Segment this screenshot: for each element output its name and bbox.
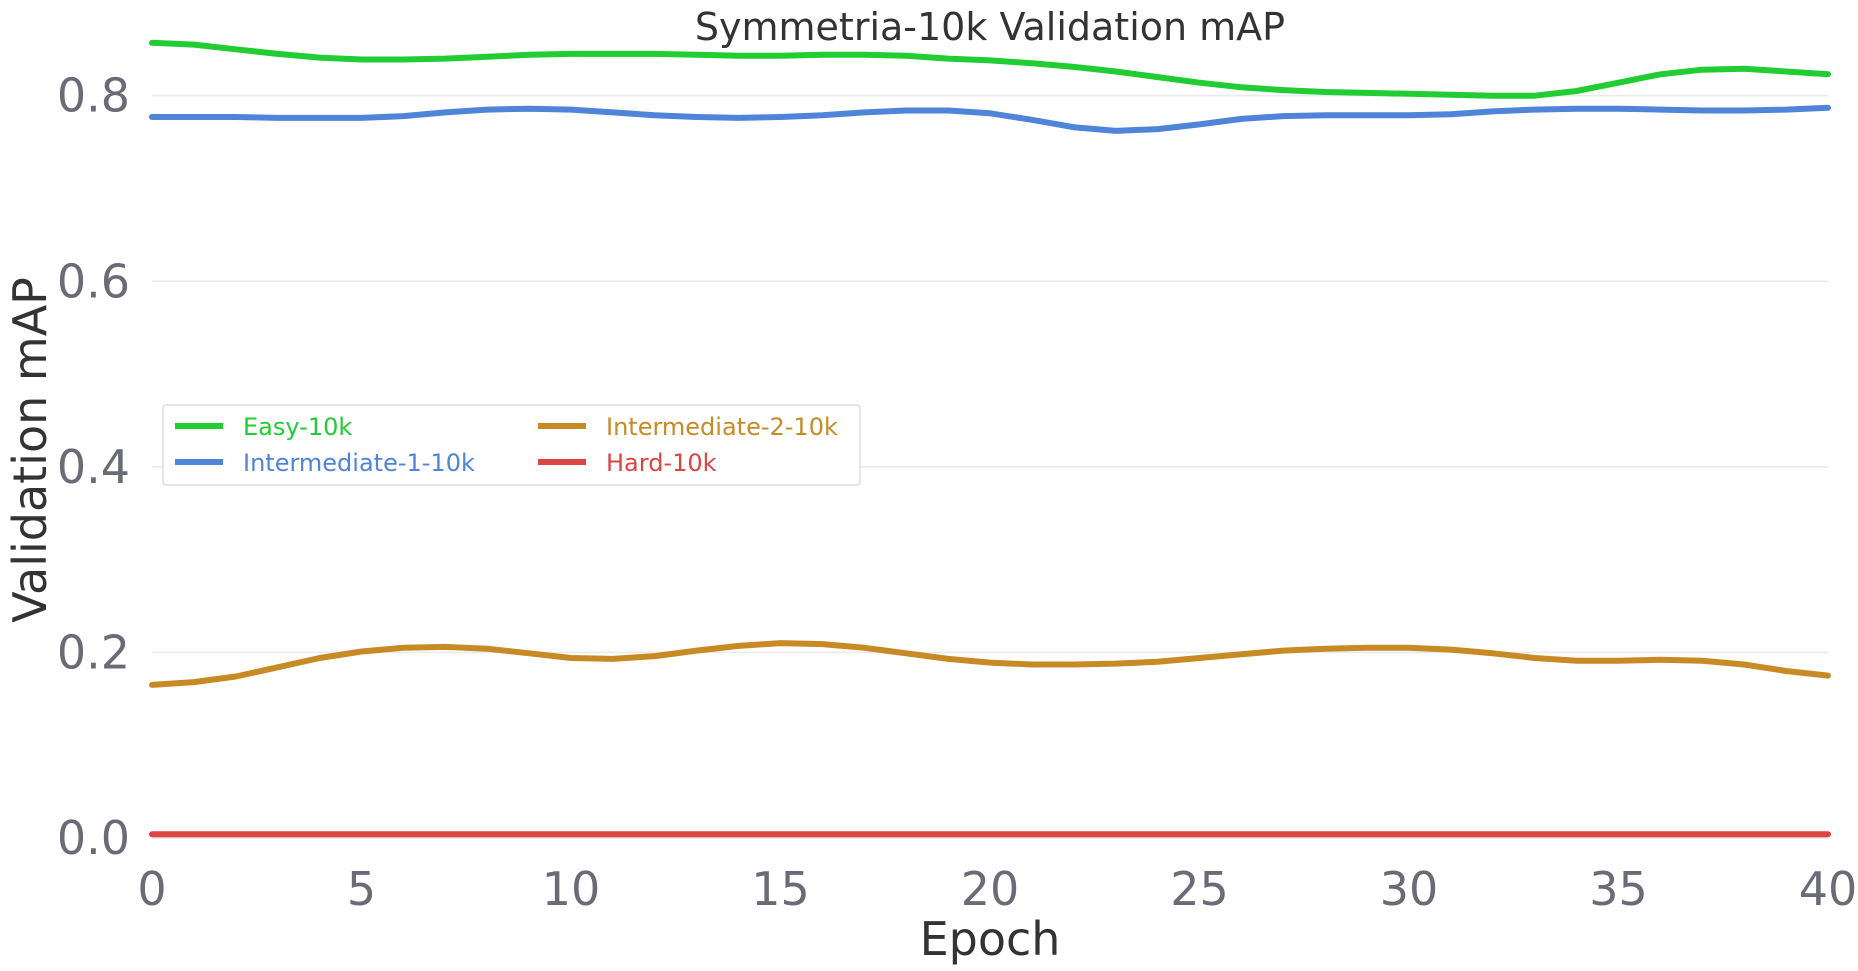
x-tick-label: 5 xyxy=(347,862,376,916)
x-tick-label: 25 xyxy=(1170,862,1229,916)
legend-label-hard-10k: Hard-10k xyxy=(606,449,717,477)
series-line-intermediate-2-10k xyxy=(149,640,1831,688)
y-tick-label: 0.2 xyxy=(57,625,130,679)
legend-label-intermediate-1-10k: Intermediate-1-10k xyxy=(243,449,475,477)
x-tick-labels: 0 5 10 15 20 25 30 35 40 xyxy=(137,862,1857,916)
x-tick-label: 30 xyxy=(1380,862,1439,916)
x-axis-title: Epoch xyxy=(920,912,1061,966)
y-tick-labels: 0.0 0.2 0.4 0.6 0.8 xyxy=(57,69,130,865)
x-tick-label: 35 xyxy=(1589,862,1648,916)
series-line-intermediate-1-10k xyxy=(149,104,1831,134)
legend: Easy-10k Intermediate-1-10k Intermediate-2… xyxy=(162,404,861,486)
legend-label-intermediate-2-10k: Intermediate-2-10k xyxy=(606,413,838,441)
series-line-easy-10k xyxy=(149,39,1831,99)
x-tick-label: 40 xyxy=(1799,862,1858,916)
y-tick-label: 0.6 xyxy=(57,254,130,308)
y-tick-label: 0.4 xyxy=(57,440,130,494)
x-tick-label: 20 xyxy=(961,862,1020,916)
x-tick-label: 0 xyxy=(137,862,166,916)
x-tick-label: 15 xyxy=(751,862,810,916)
series-lines xyxy=(149,39,1831,838)
y-tick-label: 0.0 xyxy=(57,811,130,865)
grid-lines xyxy=(152,94,1828,654)
legend-label-easy-10k: Easy-10k xyxy=(243,413,352,441)
x-tick-label: 10 xyxy=(542,862,601,916)
legend-box xyxy=(162,404,861,486)
y-tick-label: 0.8 xyxy=(57,69,130,123)
y-axis-title: Validation mAP xyxy=(3,277,57,623)
chart-title: Symmetria-10k Validation mAP xyxy=(695,5,1285,49)
